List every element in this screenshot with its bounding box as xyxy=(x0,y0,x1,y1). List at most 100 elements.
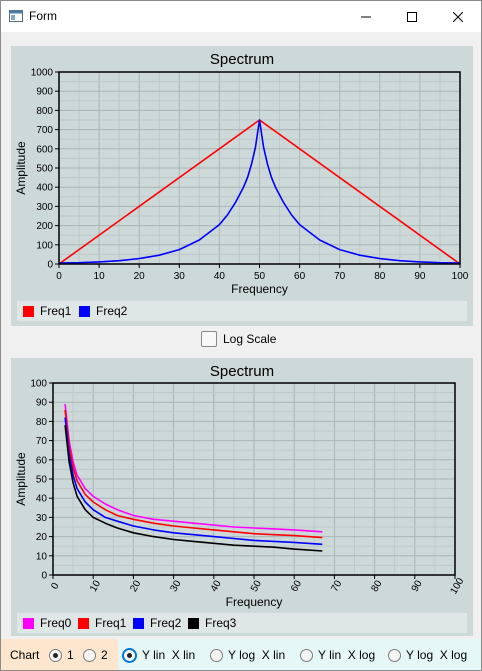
legend-swatch-freq0 xyxy=(23,617,34,629)
x-tick-label: 20 xyxy=(128,578,143,594)
maximize-button[interactable] xyxy=(389,1,435,32)
legend-label: Freq3 xyxy=(205,616,237,630)
x-tick-label: 40 xyxy=(214,271,226,282)
legend-item-freq3: Freq3 xyxy=(188,616,236,630)
x-tick-label: 0 xyxy=(49,581,62,592)
y-tick-label: 400 xyxy=(36,183,53,194)
scale-radio-label: Y lin X lin xyxy=(142,648,196,662)
minimize-icon xyxy=(361,16,371,17)
x-tick-label: 80 xyxy=(374,271,386,282)
series-line-freq1 xyxy=(64,409,323,539)
radio-button-icon[interactable] xyxy=(83,648,96,662)
y-tick-label: 50 xyxy=(36,475,48,486)
scale-radio-ylog-xlin[interactable]: Y log X lin xyxy=(210,647,285,663)
x-tick-label: 70 xyxy=(334,271,346,282)
minimize-button[interactable] xyxy=(343,1,389,32)
chart-radio-2[interactable]: 2 xyxy=(83,647,108,663)
y-tick-label: 10 xyxy=(36,551,48,562)
x-tick-label: 80 xyxy=(369,578,384,594)
form-app-icon xyxy=(9,10,23,22)
x-tick-label: 90 xyxy=(414,271,426,282)
legend-label: Freq1 xyxy=(95,616,127,630)
chart-radio-2-label: 2 xyxy=(101,648,108,662)
y-axis-label: Amplitude xyxy=(14,141,28,195)
x-tick-label: 100 xyxy=(452,271,469,282)
y-axis-label: Amplitude xyxy=(14,452,28,506)
chart-2-legend: Freq0 Freq1 Freq2 Freq3 xyxy=(17,613,467,633)
legend-label: Freq1 xyxy=(40,304,72,318)
radio-button-icon[interactable] xyxy=(300,648,313,662)
scale-radio-ylin-xlin[interactable]: Y lin X lin xyxy=(122,647,195,663)
legend-swatch-freq1 xyxy=(23,305,34,317)
y-tick-label: 30 xyxy=(36,513,48,524)
chart-label: Chart xyxy=(10,648,40,662)
legend-swatch-freq2 xyxy=(133,617,144,629)
y-tick-label: 200 xyxy=(36,221,53,232)
series-line-freq3 xyxy=(64,425,323,552)
radio-button-icon[interactable] xyxy=(49,648,62,662)
y-tick-label: 900 xyxy=(36,87,53,98)
spectrum-chart-1: Spectrum 0 10 20 30 40 50 60 70 80 90 100 0 100 200 30… xyxy=(11,46,473,326)
x-tick-label: 60 xyxy=(294,271,306,282)
chart-1-legend: Freq1 Freq2 xyxy=(17,301,467,321)
x-tick-label: 60 xyxy=(289,578,304,594)
series-line-freq0 xyxy=(64,404,323,533)
legend-label: Freq2 xyxy=(96,304,128,318)
radio-button-icon[interactable] xyxy=(122,647,137,663)
close-icon xyxy=(453,11,463,22)
legend-swatch-freq1 xyxy=(78,617,89,629)
window-title: Form xyxy=(29,9,57,23)
chart-2-plot: 0 10 20 30 40 50 60 70 80 90 100 0 10 20 30 40 50 60 70 80 9… xyxy=(14,379,467,610)
x-tick-label: 40 xyxy=(209,578,224,594)
chart-radio-1[interactable]: 1 xyxy=(49,647,74,663)
y-tick-label: 100 xyxy=(36,240,53,251)
chart-selector: Chart 1 2 xyxy=(1,639,118,670)
y-tick-label: 20 xyxy=(36,532,48,543)
chart-2-title: Spectrum xyxy=(209,363,275,380)
scale-radio-label: Y log X lin xyxy=(228,648,286,662)
y-tick-label: 1000 xyxy=(31,68,54,79)
chart-label-item: Chart xyxy=(10,647,39,663)
y-tick-label: 700 xyxy=(36,125,53,136)
x-tick-label: 10 xyxy=(94,271,106,282)
scale-radio-ylin-xlog[interactable]: Y lin X log xyxy=(300,647,375,663)
legend-swatch-freq3 xyxy=(188,617,199,629)
y-tick-label: 80 xyxy=(36,417,48,428)
title-bar[interactable]: Form xyxy=(1,1,481,32)
series-line-freq2 xyxy=(64,417,323,546)
y-tick-label: 100 xyxy=(30,379,47,390)
legend-item-freq2: Freq2 xyxy=(133,616,181,630)
legend-item-freq1: Freq1 xyxy=(78,616,126,630)
legend-item-freq0: Freq0 xyxy=(23,616,71,630)
chart-radio-1-label: 1 xyxy=(67,648,74,662)
legend-swatch-freq2 xyxy=(79,305,90,317)
y-tick-label: 0 xyxy=(41,571,47,582)
radio-button-icon[interactable] xyxy=(388,648,401,662)
x-tick-label: 30 xyxy=(168,578,183,594)
y-tick-label: 60 xyxy=(36,455,48,466)
scale-selector: Y lin X lin Y log X lin Y lin X log Y lo… xyxy=(118,639,481,670)
x-tick-label: 50 xyxy=(249,578,264,594)
x-tick-label: 20 xyxy=(134,271,146,282)
x-tick-label: 10 xyxy=(88,578,103,594)
radio-button-icon[interactable] xyxy=(210,648,223,662)
legend-label: Freq2 xyxy=(150,616,182,630)
y-tick-label: 70 xyxy=(36,436,48,447)
log-scale-checkbox[interactable]: Log Scale xyxy=(201,330,276,348)
spectrum-chart-2: Spectrum 0 10 20 30 40 50 60 70 80 90 100 0 10 20 30 40… xyxy=(11,358,473,636)
scale-radio-ylog-xlog[interactable]: Y log X log xyxy=(388,647,467,663)
y-tick-label: 800 xyxy=(36,106,53,117)
scale-radio-label: Y log X log xyxy=(406,648,468,662)
y-tick-label: 300 xyxy=(36,202,53,213)
log-scale-checkbox-box[interactable] xyxy=(201,331,217,347)
y-tick-label: 500 xyxy=(36,164,53,175)
x-axis-label: Frequency xyxy=(226,595,283,609)
x-tick-label: 70 xyxy=(329,578,344,594)
x-axis-label: Frequency xyxy=(231,282,288,296)
chart-1-title: Spectrum xyxy=(209,51,275,68)
legend-item-freq2: Freq2 xyxy=(79,304,127,318)
close-button[interactable] xyxy=(435,1,481,32)
chart-1-plot: 0 10 20 30 40 50 60 70 80 90 100010020030040050060… xyxy=(14,68,469,297)
y-tick-label: 600 xyxy=(36,144,53,155)
